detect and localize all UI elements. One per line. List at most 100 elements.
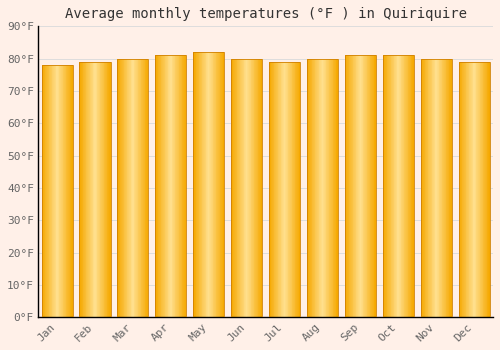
Bar <box>51 65 52 317</box>
Bar <box>104 62 105 317</box>
Bar <box>424 59 426 317</box>
Bar <box>215 52 216 317</box>
Bar <box>234 59 235 317</box>
Bar <box>120 59 122 317</box>
Bar <box>386 55 388 317</box>
Bar <box>472 62 474 317</box>
Bar <box>193 52 194 317</box>
Bar <box>279 62 280 317</box>
Bar <box>275 62 276 317</box>
Bar <box>88 62 89 317</box>
Bar <box>121 59 122 317</box>
Bar <box>398 55 399 317</box>
Bar <box>474 62 475 317</box>
Bar <box>297 62 298 317</box>
Bar <box>128 59 129 317</box>
Bar <box>242 59 243 317</box>
Bar <box>210 52 211 317</box>
Bar <box>430 59 432 317</box>
Bar <box>481 62 482 317</box>
Bar <box>446 59 447 317</box>
Bar <box>157 55 158 317</box>
Bar <box>427 59 428 317</box>
Bar <box>201 52 202 317</box>
Bar <box>185 55 186 317</box>
Bar <box>296 62 297 317</box>
Bar <box>467 62 468 317</box>
Bar <box>60 65 61 317</box>
Bar <box>471 62 472 317</box>
Bar <box>451 59 452 317</box>
Bar <box>373 55 374 317</box>
Bar <box>317 59 318 317</box>
Bar <box>466 62 467 317</box>
Bar <box>420 59 422 317</box>
Bar <box>318 59 320 317</box>
Bar <box>328 59 330 317</box>
Bar <box>81 62 82 317</box>
Bar <box>316 59 317 317</box>
Bar <box>89 62 90 317</box>
Bar <box>393 55 394 317</box>
Bar <box>438 59 440 317</box>
Bar <box>277 62 278 317</box>
Bar <box>52 65 53 317</box>
Bar <box>336 59 338 317</box>
Bar <box>307 59 338 317</box>
Bar <box>44 65 46 317</box>
Bar <box>84 62 85 317</box>
Bar <box>162 55 163 317</box>
Bar <box>173 55 174 317</box>
Bar <box>166 55 167 317</box>
Bar <box>468 62 469 317</box>
Bar <box>58 65 59 317</box>
Bar <box>389 55 390 317</box>
Bar <box>433 59 434 317</box>
Bar <box>255 59 256 317</box>
Bar <box>280 62 281 317</box>
Bar <box>437 59 438 317</box>
Bar <box>130 59 132 317</box>
Bar <box>212 52 214 317</box>
Bar <box>241 59 242 317</box>
Bar <box>355 55 356 317</box>
Bar <box>71 65 72 317</box>
Bar <box>206 52 207 317</box>
Bar <box>54 65 55 317</box>
Bar <box>106 62 108 317</box>
Bar <box>158 55 159 317</box>
Bar <box>322 59 324 317</box>
Bar <box>169 55 170 317</box>
Bar <box>159 55 160 317</box>
Bar <box>370 55 372 317</box>
Bar <box>413 55 414 317</box>
Bar <box>410 55 412 317</box>
Bar <box>359 55 360 317</box>
Bar <box>194 52 195 317</box>
Bar <box>361 55 362 317</box>
Bar <box>337 59 338 317</box>
Bar <box>137 59 138 317</box>
Bar <box>146 59 147 317</box>
Bar <box>50 65 51 317</box>
Bar <box>402 55 403 317</box>
Bar <box>64 65 65 317</box>
Bar <box>156 55 186 317</box>
Bar <box>140 59 141 317</box>
Bar <box>396 55 397 317</box>
Bar <box>43 65 44 317</box>
Bar <box>282 62 283 317</box>
Bar <box>382 55 384 317</box>
Bar <box>139 59 140 317</box>
Bar <box>347 55 348 317</box>
Bar <box>311 59 312 317</box>
Bar <box>42 65 72 317</box>
Bar <box>406 55 407 317</box>
Bar <box>200 52 201 317</box>
Bar <box>458 62 460 317</box>
Bar <box>462 62 464 317</box>
Bar <box>375 55 376 317</box>
Bar <box>108 62 109 317</box>
Bar <box>436 59 437 317</box>
Bar <box>204 52 205 317</box>
